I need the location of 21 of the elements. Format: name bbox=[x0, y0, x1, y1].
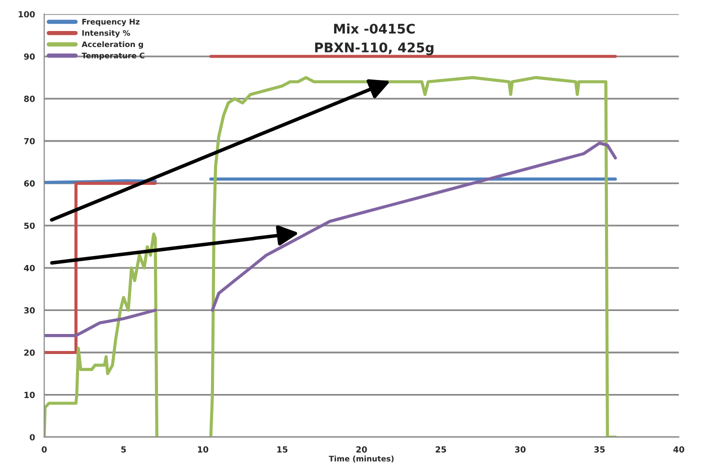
text: Mix -0415C PBXN-110, 425g bbox=[315, 23, 434, 56]
x-tick-label: 15 bbox=[277, 446, 288, 453]
y-tick-label: 70 bbox=[24, 138, 35, 144]
y-tick-label: 10 bbox=[24, 392, 35, 398]
x-tick-label: 0 bbox=[42, 446, 47, 453]
y-tick-label: 40 bbox=[24, 264, 35, 272]
y-tick-label: 60 bbox=[24, 180, 35, 187]
x-tick-label: 35 bbox=[594, 446, 605, 453]
x-tick-label: 20 bbox=[356, 446, 367, 453]
y-tick-label: 0 bbox=[30, 434, 35, 440]
y-tick-label: 80 bbox=[24, 96, 35, 102]
y-tick-label: 90 bbox=[24, 53, 35, 60]
x-tick-label: 5 bbox=[121, 446, 126, 453]
y-tick-label: 50 bbox=[24, 222, 35, 229]
y-tick-label: 100 bbox=[18, 11, 35, 18]
x-tick-label: 25 bbox=[436, 446, 446, 453]
x-tick-label: 10 bbox=[198, 446, 208, 453]
y-tick-label: 20 bbox=[24, 349, 35, 356]
x-tick-label: 30 bbox=[514, 446, 526, 453]
x-tick-label: 40 bbox=[673, 446, 684, 453]
y-tick-label: 30 bbox=[24, 307, 35, 314]
